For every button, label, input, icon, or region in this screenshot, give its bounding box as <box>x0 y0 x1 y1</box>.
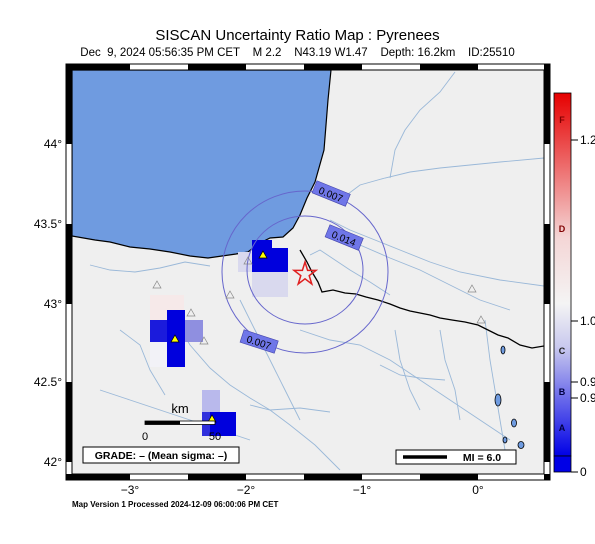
uncertainty-cells <box>150 240 288 436</box>
grade-letter: A <box>559 423 566 433</box>
colorbar: F D C B A 1.2 1.0 0.9 0.9 0 <box>553 92 595 479</box>
scale-bar: km 0 50 <box>142 401 221 443</box>
grade-letter: C <box>559 346 566 356</box>
lon-tick-label: −2° <box>237 483 256 497</box>
scale-end: 50 <box>209 431 221 443</box>
colorbar-value: 1.2 <box>580 133 595 147</box>
epicenter-star <box>291 259 319 287</box>
map-frame <box>65 63 551 481</box>
lon-tick-label: 0° <box>472 483 484 497</box>
grade-letter: B <box>559 387 566 397</box>
mi-legend-text: MI = 6.0 <box>463 452 501 464</box>
scale-start: 0 <box>142 431 148 443</box>
grade-letter: D <box>559 224 566 234</box>
grade-text: GRADE: – (Mean sigma: –) <box>95 450 227 462</box>
colorbar-value: 0.9 <box>580 391 595 405</box>
lat-tick-label: 43° <box>44 297 62 311</box>
grade-letter: F <box>559 115 565 125</box>
latitude-labels: 44° 43.5° 43° 42.5° 42° <box>34 137 62 469</box>
colorbar-value: 0.9 <box>580 375 595 389</box>
colorbar-min-swatch <box>553 455 572 473</box>
grade-box: GRADE: – (Mean sigma: –) <box>82 446 240 464</box>
map-area <box>72 70 544 474</box>
lakes <box>494 345 525 449</box>
lon-tick-label: −1° <box>353 483 372 497</box>
colorbar-gradient <box>553 92 572 457</box>
map-footer: Map Version 1 Processed 2024-12-09 06:00… <box>72 500 279 509</box>
contours <box>221 190 389 354</box>
map-subtitle: Dec 9, 2024 05:56:35 PM CET M 2.2 N43.19… <box>80 47 515 59</box>
lon-tick-label: −3° <box>121 483 140 497</box>
lat-tick-label: 42.5° <box>34 375 62 389</box>
lat-tick-label: 44° <box>44 137 62 151</box>
lat-tick-label: 43.5° <box>34 217 62 231</box>
stations <box>152 250 486 423</box>
mi-legend: MI = 6.0 <box>395 449 517 465</box>
lat-tick-label: 42° <box>44 455 62 469</box>
scale-unit: km <box>171 401 188 416</box>
national-border <box>299 249 544 349</box>
colorbar-value: 0 <box>580 465 587 479</box>
map-title: SISCAN Uncertainty Ratio Map : Pyrenees <box>155 27 440 44</box>
colorbar-value: 1.0 <box>580 314 595 328</box>
longitude-labels: −3° −2° −1° 0° <box>121 483 484 497</box>
